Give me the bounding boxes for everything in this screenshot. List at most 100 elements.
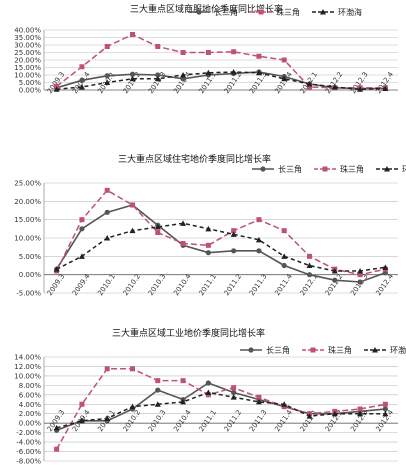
x-tick-label: 2012.2 <box>324 272 345 297</box>
y-tick-label: 5.00% <box>19 253 42 261</box>
legend-item: 环渤海 <box>376 164 406 174</box>
data-point <box>104 235 111 241</box>
data-point <box>129 75 136 82</box>
data-point <box>78 417 85 424</box>
y-tick-label: 15.00% <box>14 64 41 72</box>
data-point <box>79 77 85 83</box>
data-point <box>256 217 262 223</box>
y-tick-label: -8.00% <box>16 458 41 466</box>
data-point <box>331 410 338 417</box>
legend-item: 珠三角 <box>314 164 364 174</box>
chart-title: 三大重点区域工业地价季度同比增长率 <box>112 327 265 339</box>
data-point <box>205 242 211 248</box>
data-point <box>205 250 211 256</box>
data-point <box>155 378 161 384</box>
data-point <box>231 385 237 391</box>
data-point <box>104 366 110 372</box>
x-tick-label: 2012.2 <box>324 70 345 95</box>
y-tick-label: 20.00% <box>14 198 41 206</box>
legend: 长三角 珠三角 环渤海 <box>252 164 406 174</box>
legend-label: 珠三角 <box>340 164 364 174</box>
data-point <box>180 378 186 384</box>
data-point <box>53 266 60 272</box>
data-point <box>281 262 287 269</box>
data-point <box>357 86 364 92</box>
data-point <box>231 228 237 234</box>
series-line <box>55 204 386 283</box>
data-point <box>382 85 389 91</box>
data-point <box>281 228 287 234</box>
x-tick-label: 2010.4 <box>172 408 193 433</box>
series-line <box>56 71 386 91</box>
data-point <box>205 69 212 76</box>
legend-label: 长三角 <box>214 7 238 17</box>
legend-item: 环渤海 <box>312 7 362 17</box>
legend-label: 环渤海 <box>390 345 406 355</box>
y-tick-label: 8.00% <box>19 382 42 390</box>
legend-marker <box>248 347 254 353</box>
series-line <box>56 222 386 272</box>
legend-label: 珠三角 <box>276 7 300 17</box>
series-line <box>56 391 386 429</box>
data-point <box>130 202 135 208</box>
data-point <box>331 84 338 90</box>
data-point <box>53 86 60 92</box>
data-point <box>130 32 135 37</box>
data-point <box>231 49 237 55</box>
y-tick-label: 30.00% <box>14 42 41 50</box>
x-tick-label: 2010.1 <box>96 272 117 297</box>
data-point <box>104 79 111 85</box>
data-point <box>180 398 187 405</box>
data-point <box>281 253 288 259</box>
data-point <box>256 248 262 254</box>
series-3 <box>53 220 389 274</box>
data-point <box>78 253 85 259</box>
series-3 <box>53 69 389 92</box>
y-tick-label: -6.00% <box>16 448 41 456</box>
data-point <box>78 84 85 90</box>
data-point <box>357 279 363 285</box>
legend-label: 长三角 <box>278 164 302 174</box>
data-point <box>357 272 363 278</box>
data-point <box>205 50 211 55</box>
series-3 <box>53 389 389 431</box>
legend-item: 长三角 <box>252 164 302 174</box>
data-point <box>230 69 237 75</box>
data-point <box>154 224 161 230</box>
x-tick-label: 2011.3 <box>248 272 269 297</box>
y-tick-label: 0.00% <box>19 87 42 95</box>
data-point <box>104 187 110 193</box>
data-point <box>281 57 287 63</box>
y-tick-label: 25.00% <box>14 180 41 188</box>
y-tick-label: 35.00% <box>14 34 41 42</box>
data-point <box>205 225 212 232</box>
data-point <box>306 262 313 268</box>
legend-marker <box>258 9 264 15</box>
y-tick-label: -2.00% <box>16 429 41 437</box>
data-point <box>357 268 364 274</box>
data-point <box>256 394 262 400</box>
y-tick-label: 14.00% <box>14 354 41 362</box>
y-tick-label: 0.00% <box>19 271 42 279</box>
series-line <box>55 189 386 276</box>
legend-item: 长三角 <box>240 345 290 355</box>
y-tick-label: 5.00% <box>19 79 42 87</box>
data-point <box>79 64 85 70</box>
data-point <box>357 406 363 412</box>
y-tick-label: -4.00% <box>16 439 41 447</box>
data-point <box>155 387 161 393</box>
x-tick-label: 2011.1 <box>197 272 218 297</box>
data-point <box>231 389 237 396</box>
data-point <box>306 81 313 87</box>
y-tick-label: 2.00% <box>19 410 42 418</box>
data-point <box>255 398 262 405</box>
gridlines <box>44 356 398 462</box>
y-tick-label: 25.00% <box>14 49 41 57</box>
legend-label: 长三角 <box>266 345 290 355</box>
data-point <box>79 226 85 232</box>
data-point <box>154 401 161 407</box>
data-point <box>104 73 110 79</box>
data-point <box>79 217 85 223</box>
data-point <box>230 231 237 237</box>
legend-marker <box>384 166 390 172</box>
